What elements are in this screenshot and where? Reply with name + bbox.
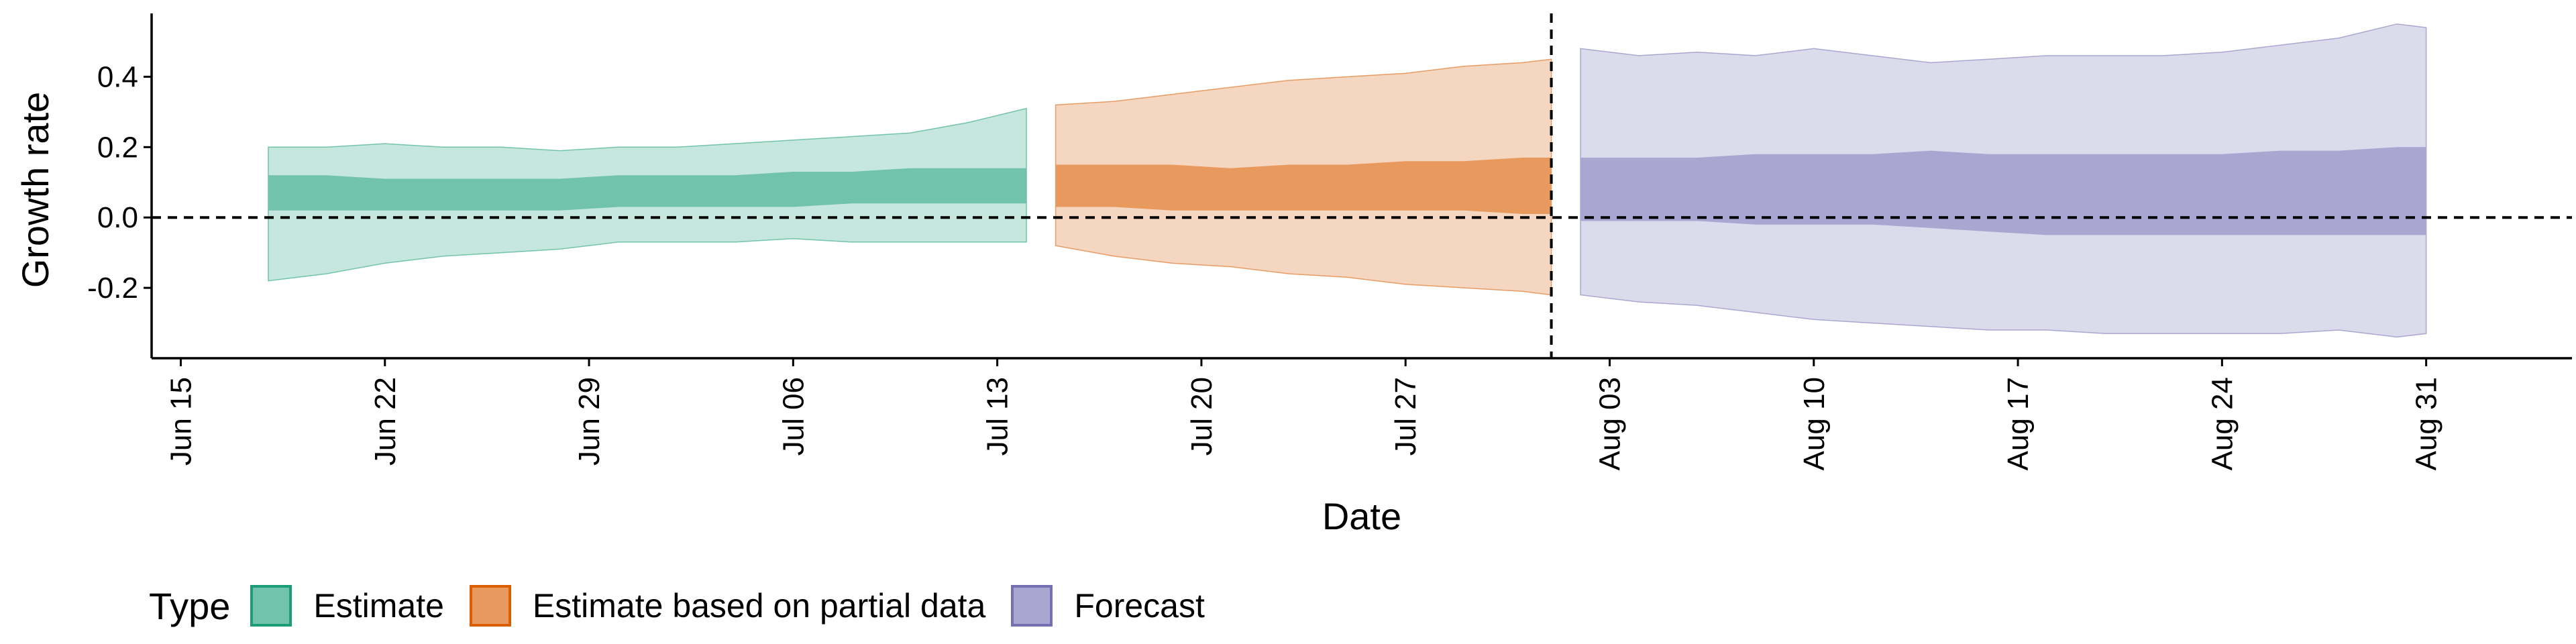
x-tick-label: Aug 03	[1594, 377, 1627, 470]
axes-layer: -0.2 0.0 0.2 0.4 Jun 15 Jun 22 Jun 29 Jul 06 Jul…	[87, 13, 2572, 470]
x-tick-label: Aug 17	[2002, 377, 2035, 470]
x-tick-label: Jun 22	[369, 377, 402, 466]
band-inner-estimate	[268, 168, 1027, 211]
legend-title: Type	[149, 584, 231, 627]
band-inner-forecast	[1580, 147, 2426, 235]
x-axis-title: Date	[1322, 495, 1401, 537]
x-tick-label: Jun 15	[165, 377, 198, 466]
legend: Type Estimate Estimate based on partial …	[149, 574, 1230, 638]
x-tick-label: Aug 10	[1798, 377, 1831, 470]
reference-lines	[152, 13, 2572, 358]
x-tick-label: Aug 24	[2206, 377, 2239, 470]
growth-rate-chart: -0.2 0.0 0.2 0.4 Jun 15 Jun 22 Jun 29 Jul 06 Jul…	[14, 13, 2572, 537]
x-tick-label: Jul 13	[981, 377, 1014, 455]
legend-label-forecast: Forecast	[1074, 587, 1205, 625]
ribbon-layer	[268, 23, 2427, 338]
y-tick-label: 0.4	[97, 60, 138, 93]
x-tick-label: Jul 20	[1185, 377, 1218, 455]
y-tick-label: -0.2	[87, 272, 138, 305]
band-inner-partial	[1055, 158, 1552, 214]
legend-swatch-estimate	[250, 585, 292, 627]
legend-item-estimate: Estimate	[250, 585, 444, 627]
legend-swatch-forecast	[1011, 585, 1053, 627]
legend-label-estimate: Estimate	[313, 587, 444, 625]
legend-swatch-partial	[469, 585, 511, 627]
x-tick-label: Aug 31	[2410, 377, 2443, 470]
legend-label-partial: Estimate based on partial data	[532, 587, 986, 625]
y-tick-label: 0.0	[97, 201, 138, 234]
legend-item-forecast: Forecast	[1011, 585, 1205, 627]
y-tick-label: 0.2	[97, 131, 138, 164]
x-tick-label: Jun 29	[573, 377, 606, 466]
legend-item-partial: Estimate based on partial data	[469, 585, 986, 627]
y-axis-title: Growth rate	[14, 92, 56, 288]
x-tick-label: Jul 27	[1389, 377, 1422, 455]
x-tick-label: Jul 06	[777, 377, 810, 455]
